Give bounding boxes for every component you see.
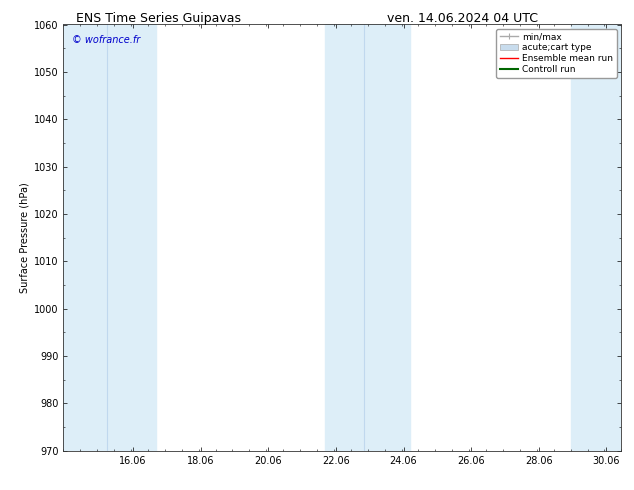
Text: ENS Time Series Guipavas: ENS Time Series Guipavas — [76, 12, 241, 25]
Text: ven. 14.06.2024 04 UTC: ven. 14.06.2024 04 UTC — [387, 12, 538, 25]
Bar — [325, 24, 410, 451]
Y-axis label: Surface Pressure (hPa): Surface Pressure (hPa) — [20, 182, 30, 293]
Bar — [571, 24, 621, 451]
Bar — [63, 24, 157, 451]
Legend: min/max, acute;cart type, Ensemble mean run, Controll run: min/max, acute;cart type, Ensemble mean … — [496, 29, 617, 77]
Text: © wofrance.fr: © wofrance.fr — [72, 35, 140, 45]
